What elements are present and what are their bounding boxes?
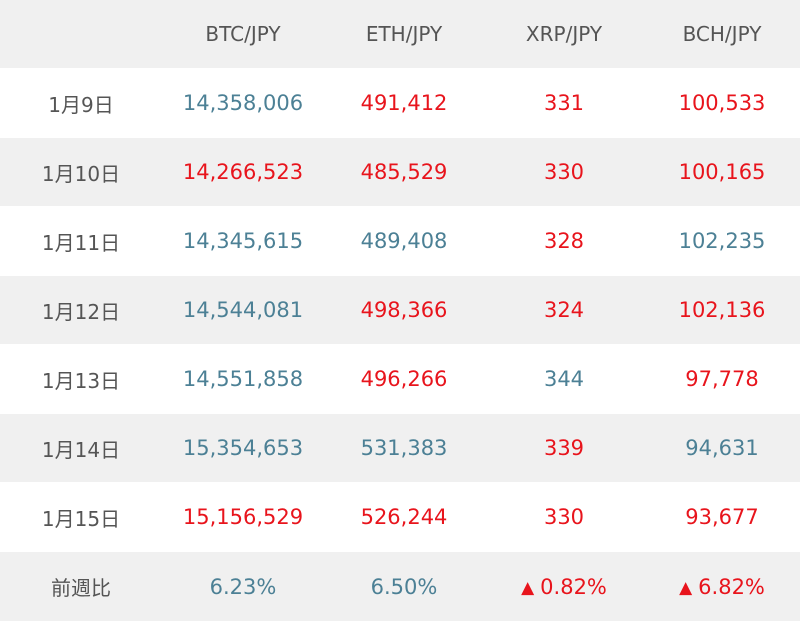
price-eth: 489,408: [324, 206, 484, 276]
table-row: 1月10日 14,266,523 485,529 330 100,165: [0, 137, 800, 207]
price-xrp: 324: [484, 275, 644, 345]
header-bch: BCH/JPY: [644, 0, 800, 69]
table-row: 1月13日 14,551,858 496,266 344 97,778: [0, 344, 800, 414]
price-eth: 531,383: [324, 413, 484, 483]
price-bch: 93,677: [644, 482, 800, 552]
price-bch: 102,235: [644, 206, 800, 276]
price-bch: 102,136: [644, 275, 800, 345]
header-corner: [0, 0, 162, 69]
price-eth: 485,529: [324, 137, 484, 207]
weekly-change-eth: 6.50%: [324, 551, 484, 622]
table-row: 1月15日 15,156,529 526,244 330 93,677: [0, 482, 800, 552]
price-btc: 15,156,529: [162, 482, 324, 552]
triangle-up-icon: ▲: [679, 577, 693, 598]
price-btc: 14,544,081: [162, 275, 324, 345]
table-row: 1月11日 14,345,615 489,408 328 102,235: [0, 206, 800, 276]
row-date: 1月11日: [0, 206, 162, 276]
price-bch: 100,533: [644, 68, 800, 138]
header-eth: ETH/JPY: [324, 0, 484, 69]
price-bch: 100,165: [644, 137, 800, 207]
table-row: 1月14日 15,354,653 531,383 339 94,631: [0, 413, 800, 483]
price-btc: 14,266,523: [162, 137, 324, 207]
price-bch: 94,631: [644, 413, 800, 483]
row-date: 1月12日: [0, 275, 162, 345]
price-btc: 15,354,653: [162, 413, 324, 483]
price-eth: 498,366: [324, 275, 484, 345]
triangle-up-icon: ▲: [521, 577, 535, 598]
weekly-change-row: 前週比 6.23% 6.50% ▲ 0.82% ▲ 6.82%: [0, 551, 800, 622]
weekly-change-label: 前週比: [0, 551, 162, 622]
weekly-change-xrp: ▲ 0.82%: [484, 551, 644, 622]
header-row: BTC/JPY ETH/JPY XRP/JPY BCH/JPY: [0, 0, 800, 69]
row-date: 1月9日: [0, 68, 162, 138]
weekly-change-value: 6.82%: [698, 574, 765, 599]
price-bch: 97,778: [644, 344, 800, 414]
row-date: 1月15日: [0, 482, 162, 552]
price-xrp: 330: [484, 482, 644, 552]
price-eth: 496,266: [324, 344, 484, 414]
row-date: 1月13日: [0, 344, 162, 414]
weekly-change-bch: ▲ 6.82%: [644, 551, 800, 622]
price-xrp: 330: [484, 137, 644, 207]
price-btc: 14,345,615: [162, 206, 324, 276]
header-xrp: XRP/JPY: [484, 0, 644, 69]
weekly-change-value: 6.50%: [370, 574, 438, 599]
price-eth: 491,412: [324, 68, 484, 138]
row-date: 1月10日: [0, 137, 162, 207]
table-row: 1月12日 14,544,081 498,366 324 102,136: [0, 275, 800, 345]
table-row: 1月9日 14,358,006 491,412 331 100,533: [0, 68, 800, 138]
price-xrp: 331: [484, 68, 644, 138]
price-btc: 14,551,858: [162, 344, 324, 414]
weekly-change-value: 6.23%: [209, 574, 277, 599]
row-date: 1月14日: [0, 413, 162, 483]
weekly-change-value: 0.82%: [540, 574, 607, 599]
price-eth: 526,244: [324, 482, 484, 552]
weekly-change-btc: 6.23%: [162, 551, 324, 622]
header-btc: BTC/JPY: [162, 0, 324, 69]
price-xrp: 339: [484, 413, 644, 483]
price-btc: 14,358,006: [162, 68, 324, 138]
price-xrp: 328: [484, 206, 644, 276]
price-xrp: 344: [484, 344, 644, 414]
